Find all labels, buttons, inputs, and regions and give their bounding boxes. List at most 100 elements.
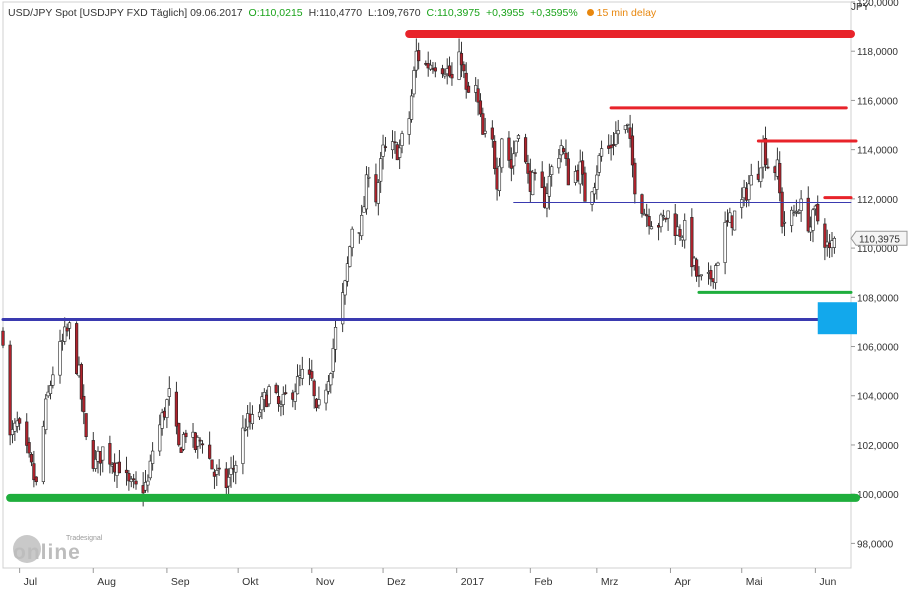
candle-body: [481, 113, 485, 135]
candle-body: [367, 176, 371, 179]
delay-text: 15 min delay: [596, 7, 657, 19]
candle-body: [547, 175, 551, 197]
candle-body: [683, 220, 687, 241]
last-price-label: 110,3975: [859, 234, 900, 245]
candle-body: [295, 376, 300, 395]
y-tick-label: 106,0000: [857, 343, 899, 354]
candle-body: [457, 51, 461, 80]
candle-body: [174, 391, 179, 427]
last-price-marker: 110,3975: [850, 230, 908, 246]
candle-body: [699, 274, 703, 277]
candle-body: [108, 443, 112, 465]
candle-body: [51, 374, 55, 386]
x-tick-label: Jun: [819, 576, 836, 588]
candle-body: [41, 426, 45, 482]
candle-body: [210, 459, 214, 470]
x-tick-label: Nov: [316, 576, 335, 588]
candle-body: [443, 74, 447, 77]
tradesignal-online-logo: Tradesignal online: [13, 535, 103, 564]
candle-body: [58, 341, 62, 376]
candle-body: [181, 434, 186, 450]
y-tick-label: 120,0000: [857, 0, 899, 9]
candle-body: [666, 210, 670, 219]
candle-body: [200, 443, 205, 446]
candle-body: [440, 68, 445, 75]
candle-body: [398, 147, 402, 158]
candle-body: [531, 172, 535, 196]
candle-body: [177, 422, 181, 446]
open-value: O:110,0215: [248, 7, 303, 19]
candle-body: [208, 444, 212, 459]
y-tick-label: 118,0000: [857, 47, 898, 58]
candle-body: [533, 172, 537, 174]
candle-body: [75, 323, 79, 375]
candle-body: [412, 70, 416, 95]
high-value: H:110,4770: [308, 7, 363, 19]
candle-body: [274, 384, 278, 394]
candle-body: [350, 228, 354, 249]
candle-body: [478, 100, 483, 115]
candle-body: [516, 135, 521, 139]
candle-body: [780, 191, 784, 227]
x-tick-label: Aug: [97, 576, 116, 588]
candle-body: [229, 467, 233, 475]
candle-body: [364, 174, 369, 210]
candle-body: [250, 414, 255, 425]
close-value: C:110,3975: [426, 7, 481, 19]
candle-body: [160, 412, 164, 429]
candle-body: [67, 322, 72, 329]
candle-body: [433, 67, 437, 72]
candle-body: [626, 123, 630, 126]
candle-body: [79, 364, 83, 400]
candle-body: [91, 440, 95, 469]
candle-body: [362, 206, 366, 213]
candle-body: [196, 437, 200, 447]
candle-body: [523, 137, 528, 163]
candle-body: [664, 217, 668, 220]
candle-body: [333, 327, 338, 350]
candle-body: [740, 199, 744, 208]
candle-body: [490, 127, 494, 140]
plot-area: [2, 1, 852, 569]
change-value: +0,3955: [485, 7, 525, 19]
candle-body: [348, 246, 352, 267]
candle-body: [512, 153, 516, 167]
candle-body: [592, 187, 597, 195]
candle-body: [82, 395, 86, 413]
candle-body: [167, 388, 171, 397]
candle-body: [300, 369, 304, 379]
candle-body: [649, 226, 654, 230]
candle-body: [497, 165, 502, 191]
candle-body: [151, 450, 155, 464]
y-tick-label: 114,0000: [857, 146, 898, 157]
candle-body: [709, 270, 713, 280]
candle-body: [10, 429, 15, 435]
candle-body: [129, 478, 133, 482]
candle-body: [241, 427, 245, 464]
candle-body: [759, 167, 763, 182]
candle-body: [633, 162, 637, 195]
candle-body: [18, 418, 22, 424]
candle-body: [25, 421, 29, 446]
delay-indicator-icon: [586, 9, 594, 16]
candle-body: [331, 348, 335, 372]
instrument-title: USD/JPY Spot [USDJPY FXD Täglich] 09.06.…: [8, 7, 243, 19]
candle-body: [243, 428, 247, 431]
candle-body: [690, 217, 694, 268]
candle-body: [198, 439, 202, 442]
candle-body: [526, 163, 530, 174]
y-tick-label: 104,0000: [857, 392, 899, 403]
candle-body: [550, 166, 554, 175]
x-tick-label: Jul: [24, 576, 37, 588]
candle-body: [13, 422, 17, 432]
candle-body: [127, 473, 131, 482]
candle-body: [84, 413, 88, 438]
candle-body: [647, 216, 651, 227]
candle-body: [723, 222, 727, 263]
y-tick-label: 102,0000: [857, 441, 899, 452]
y-axis-unit: JPY: [851, 2, 870, 13]
candle-body: [733, 210, 737, 231]
candle-body: [417, 50, 421, 62]
candle-body: [507, 137, 511, 161]
candle-body: [645, 214, 649, 217]
